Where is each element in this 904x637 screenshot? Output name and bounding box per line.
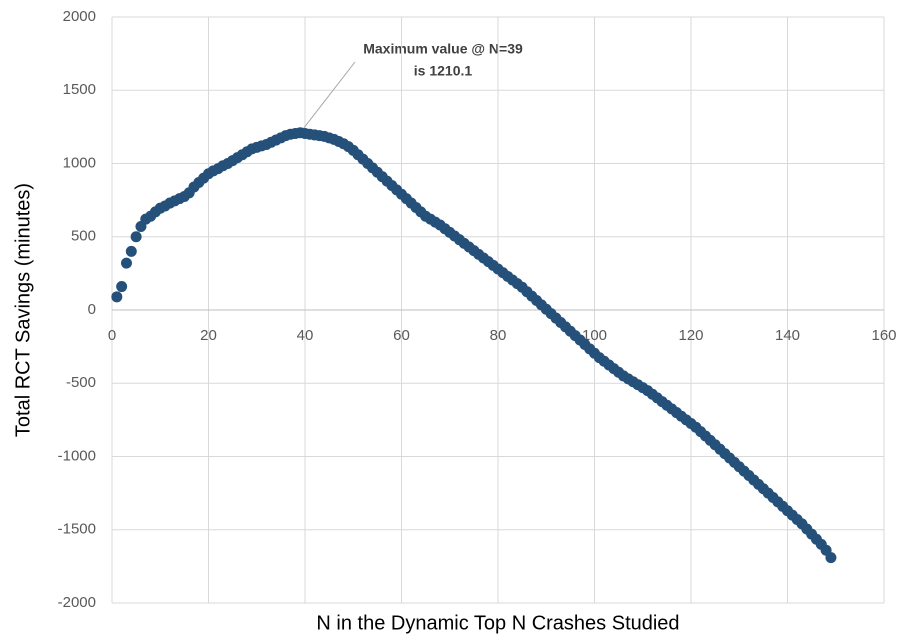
- x-tick-label: 160: [871, 327, 896, 344]
- y-tick-label: -500: [66, 374, 96, 391]
- point: [116, 281, 128, 293]
- x-tick-label: 40: [297, 327, 314, 344]
- x-tick-label: 80: [490, 327, 507, 344]
- point: [120, 257, 132, 269]
- x-tick-label: 140: [775, 327, 800, 344]
- y-tick-label: 2000: [63, 8, 96, 25]
- y-tick-label: 0: [88, 301, 96, 318]
- annotation-leader: [299, 61, 356, 134]
- point: [125, 245, 137, 257]
- x-tick-label: 60: [393, 327, 410, 344]
- annotation: is 1210.1: [414, 63, 473, 79]
- point: [825, 552, 837, 564]
- y-tick-label: 1500: [63, 81, 96, 98]
- y-tick-label: 500: [71, 228, 96, 245]
- x-tick-label: 0: [108, 327, 116, 344]
- x-axis-title: N in the Dynamic Top N Crashes Studied: [316, 612, 679, 634]
- y-tick-label: -2000: [58, 594, 96, 611]
- annotation: Maximum value @ N=39: [363, 41, 523, 57]
- x-tick-label: 120: [678, 327, 703, 344]
- x-tick-label: 100: [582, 327, 607, 344]
- y-tick-label: -1500: [58, 521, 96, 538]
- y-axis-title: Total RCT Savings (minutes): [12, 183, 34, 437]
- x-tick-label: 20: [200, 327, 217, 344]
- point: [111, 291, 123, 303]
- y-tick-label: 1000: [63, 154, 96, 171]
- y-tick-label: -1000: [58, 447, 96, 464]
- point: [130, 231, 142, 243]
